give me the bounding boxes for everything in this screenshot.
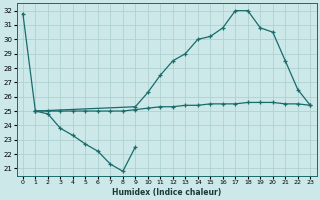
X-axis label: Humidex (Indice chaleur): Humidex (Indice chaleur): [112, 188, 221, 197]
